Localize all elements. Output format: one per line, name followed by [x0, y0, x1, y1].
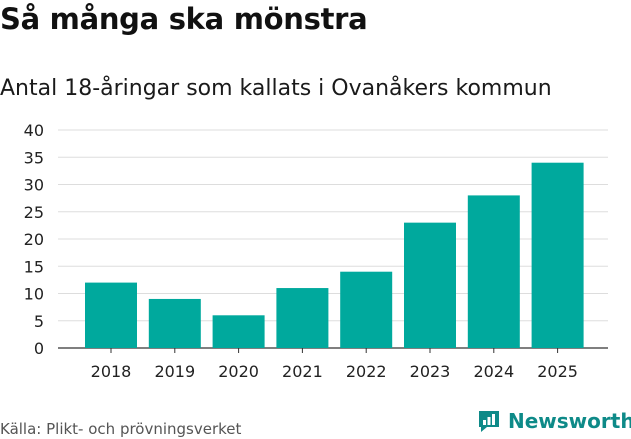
- y-tick-label: 20: [24, 230, 44, 249]
- bar-2022[interactable]: [340, 271, 393, 348]
- source-note: Källa: Plikt- och prövningsverket: [0, 420, 242, 438]
- bar-2024[interactable]: [467, 195, 520, 348]
- bar-2018[interactable]: [85, 282, 137, 348]
- x-tick-label: 2024: [473, 362, 514, 381]
- y-tick-label: 10: [24, 285, 44, 304]
- bar-2023[interactable]: [404, 222, 456, 348]
- bar-2021[interactable]: [276, 288, 329, 348]
- y-tick-label: 35: [24, 148, 44, 167]
- x-tick-label: 2020: [218, 362, 259, 381]
- y-tick-label: 30: [24, 176, 44, 195]
- y-tick-label: 5: [34, 312, 44, 331]
- x-tick-label: 2025: [537, 362, 578, 381]
- y-tick-label: 40: [24, 121, 44, 140]
- y-tick-label: 15: [24, 257, 44, 276]
- x-tick-label: 2022: [346, 362, 387, 381]
- bar-2025[interactable]: [531, 162, 584, 348]
- bar-2019[interactable]: [148, 298, 201, 348]
- chart-subtitle: Antal 18-åringar som kallats i Ovanåkers…: [0, 76, 552, 101]
- x-tick-label: 2018: [91, 362, 132, 381]
- brand-logo[interactable]: Newsworthy: [476, 408, 631, 434]
- chart-title: Så många ska mönstra: [0, 2, 368, 36]
- x-tick-label: 2023: [410, 362, 451, 381]
- x-tick-label: 2021: [282, 362, 323, 381]
- y-tick-label: 25: [24, 203, 44, 222]
- newsworthy-logo-icon: [479, 411, 499, 432]
- bar-2020[interactable]: [212, 315, 265, 348]
- y-tick-label: 0: [34, 339, 44, 358]
- x-tick-label: 2019: [154, 362, 195, 381]
- brand-name: Newsworthy: [508, 409, 631, 433]
